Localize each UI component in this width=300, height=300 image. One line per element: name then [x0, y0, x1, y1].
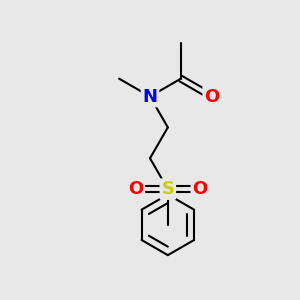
- Text: O: O: [192, 180, 208, 198]
- Text: O: O: [128, 180, 143, 198]
- Text: O: O: [204, 88, 219, 106]
- Text: S: S: [161, 180, 174, 198]
- Text: N: N: [142, 88, 158, 106]
